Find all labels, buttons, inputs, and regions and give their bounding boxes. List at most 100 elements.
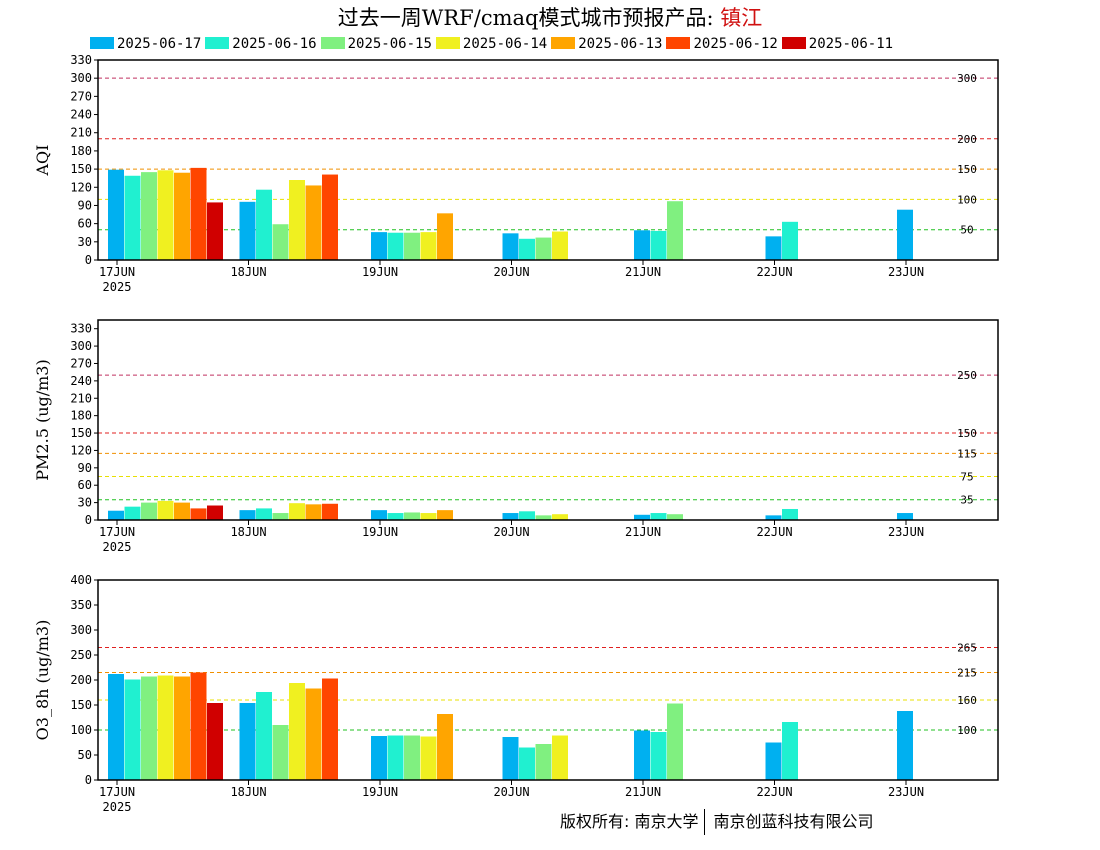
bar-17JUN-2025-06-15 — [141, 676, 157, 780]
bar-17JUN-2025-06-12 — [190, 672, 207, 780]
y-tick-label: 30 — [78, 235, 92, 249]
bar-21JUN-2025-06-15 — [667, 201, 683, 260]
bar-18JUN-2025-06-12 — [322, 678, 338, 780]
legend-item-2025-06-14: 2025-06-14 — [435, 36, 548, 52]
y-axis-label: AQI — [33, 145, 52, 177]
y-tick-label: 90 — [78, 461, 92, 475]
x-tick-label: 17JUN — [99, 785, 135, 799]
y-tick-label: 300 — [70, 339, 92, 353]
bar-17JUN-2025-06-11 — [207, 202, 223, 260]
x-tick-label: 20JUN — [493, 785, 529, 799]
title-city: 镇江 — [720, 6, 763, 30]
legend-label: 2025-06-16 — [232, 36, 317, 52]
y-tick-label: 0 — [85, 773, 92, 787]
y-tick-label: 210 — [70, 126, 92, 140]
y-tick-label: 270 — [70, 89, 92, 103]
threshold-label: 50 — [960, 224, 973, 237]
bar-18JUN-2025-06-15 — [272, 224, 289, 260]
bar-17JUN-2025-06-17 — [108, 169, 124, 260]
legend-label: 2025-06-13 — [578, 36, 663, 52]
bar-19JUN-2025-06-16 — [387, 735, 404, 780]
threshold-label: 150 — [957, 427, 977, 440]
legend-swatch — [205, 37, 230, 49]
y-tick-label: 60 — [78, 478, 92, 492]
bar-20JUN-2025-06-15 — [535, 744, 552, 780]
x-tick-label: 23JUN — [888, 265, 924, 279]
legend-label: 2025-06-11 — [808, 36, 894, 52]
threshold-label: 200 — [957, 133, 977, 146]
y-tick-label: 150 — [70, 698, 92, 712]
x-tick-label: 21JUN — [625, 785, 661, 799]
chart-panel-2: 265 215 160 100 0 50 100 150 200 250 300 350 400 17JU… — [33, 573, 999, 814]
y-tick-label: 300 — [70, 623, 92, 637]
x-tick-label: 21JUN — [625, 265, 661, 279]
bar-23JUN-2025-06-17 — [897, 209, 913, 260]
y-tick-label: 330 — [70, 53, 92, 67]
legend-label: 2025-06-15 — [347, 36, 432, 52]
y-tick-label: 60 — [78, 217, 92, 231]
x-tick-label: 19JUN — [362, 785, 398, 799]
bar-18JUN-2025-06-17 — [239, 703, 256, 780]
bar-18JUN-2025-06-15 — [272, 513, 289, 520]
threshold-label: 300 — [957, 72, 977, 85]
x-tick-label: 17JUN — [99, 525, 135, 539]
x-tick-label: 22JUN — [756, 265, 792, 279]
x-tick-label: 19JUN — [362, 525, 398, 539]
bar-23JUN-2025-06-17 — [897, 711, 913, 780]
legend-item-2025-06-17: 2025-06-17 — [90, 36, 201, 52]
bar-19JUN-2025-06-14 — [420, 736, 437, 780]
bar-21JUN-2025-06-17 — [634, 514, 650, 520]
legend-swatch — [781, 37, 806, 49]
x-tick-label: 22JUN — [756, 785, 792, 799]
bar-17JUN-2025-06-16 — [124, 679, 141, 780]
legend-swatch — [320, 37, 345, 49]
bar-18JUN-2025-06-13 — [305, 185, 322, 260]
bar-17JUN-2025-06-13 — [174, 676, 190, 780]
threshold-label: 250 — [957, 369, 977, 382]
legend: 2025-06-17 2025-06-16 2025-06-15 2025-06-14… — [90, 36, 897, 52]
threshold-label: 150 — [957, 163, 977, 176]
bar-17JUN-2025-06-14 — [157, 500, 174, 520]
x-tick-label: 20JUN — [493, 525, 529, 539]
threshold-label: 160 — [957, 694, 977, 707]
bar-20JUN-2025-06-14 — [552, 735, 568, 780]
threshold-label: 100 — [957, 193, 977, 206]
bar-20JUN-2025-06-16 — [519, 238, 535, 260]
bar-19JUN-2025-06-15 — [404, 232, 420, 260]
bar-19JUN-2025-06-15 — [404, 735, 420, 780]
bar-18JUN-2025-06-16 — [256, 692, 272, 780]
y-tick-label: 330 — [70, 322, 92, 336]
legend-swatch — [551, 37, 576, 49]
y-tick-label: 400 — [70, 573, 92, 587]
bar-17JUN-2025-06-11 — [207, 505, 223, 520]
bar-17JUN-2025-06-17 — [108, 510, 124, 520]
bar-18JUN-2025-06-16 — [256, 189, 272, 260]
bar-18JUN-2025-06-17 — [239, 510, 256, 520]
x-tick-label: 18JUN — [230, 785, 266, 799]
x-year-label: 2025 — [103, 280, 132, 294]
y-tick-label: 90 — [78, 198, 92, 212]
threshold-label: 100 — [957, 724, 977, 737]
chart-panel-0: 300 200 150 100 50 0 30 60 90 120 150 180 210 240 270 3… — [33, 53, 999, 294]
bar-20JUN-2025-06-16 — [519, 511, 535, 520]
bar-17JUN-2025-06-14 — [157, 675, 174, 780]
x-tick-label: 20JUN — [493, 265, 529, 279]
threshold-label: 265 — [957, 642, 977, 655]
bar-18JUN-2025-06-13 — [305, 688, 322, 780]
bar-21JUN-2025-06-17 — [634, 730, 650, 780]
legend-label: 2025-06-14 — [462, 36, 548, 52]
legend-item-2025-06-13: 2025-06-13 — [551, 36, 662, 52]
footer-right: 南京创蓝科技有限公司 — [713, 812, 874, 831]
copyright-footer: 版权所有: 南京大学 南京创蓝科技有限公司 — [560, 808, 874, 835]
threshold-label: 35 — [960, 494, 973, 507]
threshold-label: 75 — [960, 471, 973, 484]
legend-swatch — [666, 37, 691, 49]
bar-23JUN-2025-06-17 — [897, 513, 913, 520]
x-tick-label: 18JUN — [230, 265, 266, 279]
y-tick-label: 120 — [70, 180, 92, 194]
threshold-label: 215 — [957, 667, 977, 680]
bar-17JUN-2025-06-13 — [174, 172, 190, 260]
bar-21JUN-2025-06-17 — [634, 230, 650, 260]
legend-item-2025-06-12: 2025-06-12 — [666, 36, 778, 52]
